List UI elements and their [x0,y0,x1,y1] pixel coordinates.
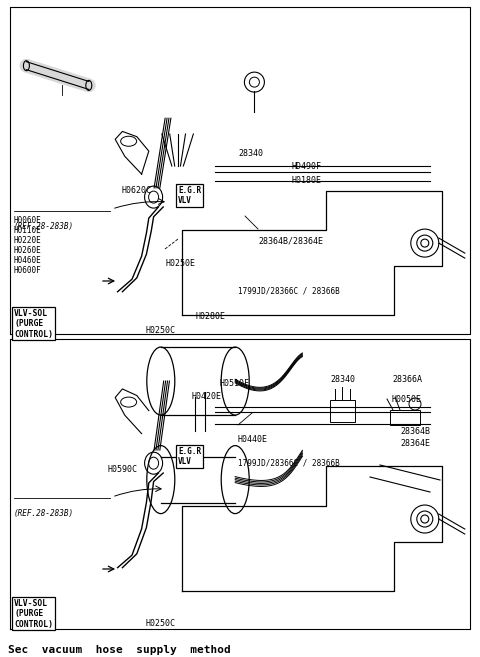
Text: H0250C: H0250C [145,326,175,335]
Text: H0620C: H0620C [122,186,152,195]
Text: H0420E: H0420E [192,392,222,401]
Text: H0250E: H0250E [165,259,195,268]
Text: 1799JD/28366C / 28366B: 1799JD/28366C / 28366B [238,459,340,468]
Text: E.G.R
VLV: E.G.R VLV [178,447,201,466]
Ellipse shape [86,80,92,91]
Text: 28366A: 28366A [392,375,422,384]
Text: VLV-SOL
(PURGE
CONTROL): VLV-SOL (PURGE CONTROL) [14,309,53,339]
Text: 28340: 28340 [330,375,355,384]
Text: H0180E: H0180E [292,176,322,185]
Bar [330,400,355,422]
Text: (REF.28-283B): (REF.28-283B) [14,222,74,231]
Text: H0510F: H0510F [220,379,250,388]
Ellipse shape [24,60,29,71]
Text: H0280E: H0280E [195,312,225,321]
Text: Sec  vacuum  hose  supply  method: Sec vacuum hose supply method [8,645,231,655]
Text: 920601-: 920601- [14,326,52,335]
Text: H0250C: H0250C [145,619,175,628]
Text: HD490F: HD490F [292,162,322,171]
Text: -920601: -920601 [14,619,52,628]
Text: 1799JD/28366C / 28366B: 1799JD/28366C / 28366B [238,286,340,295]
Text: H0050E: H0050E [392,395,422,404]
Text: H0590C: H0590C [108,465,138,474]
Text: 28364E: 28364E [400,439,430,448]
Text: 28340: 28340 [238,149,263,158]
Text: H0440E: H0440E [238,435,268,444]
Text: VLV-SOL
(PURGE
CONTROL): VLV-SOL (PURGE CONTROL) [14,599,53,629]
Text: 28364B: 28364B [400,427,430,436]
Text: E.G.R
VLV: E.G.R VLV [178,186,201,206]
Text: 28364B/28364E: 28364B/28364E [258,236,323,245]
Bar [390,410,420,425]
Text: (REF.28-283B): (REF.28-283B) [14,509,74,518]
Text: H0060E
H0110E
H0220E
H0260E
H0460E
H0600F: H0060E H0110E H0220E H0260E H0460E H0600… [14,216,42,275]
